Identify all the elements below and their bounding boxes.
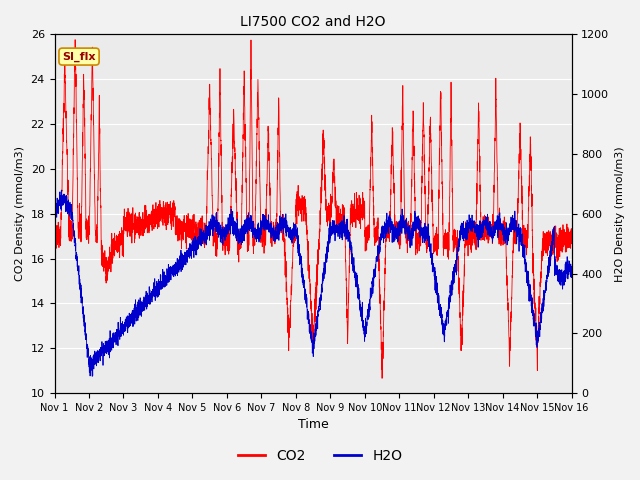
Text: SI_flx: SI_flx	[62, 51, 96, 62]
X-axis label: Time: Time	[298, 419, 328, 432]
Y-axis label: H2O Density (mmol/m3): H2O Density (mmol/m3)	[615, 146, 625, 282]
Title: LI7500 CO2 and H2O: LI7500 CO2 and H2O	[240, 15, 386, 29]
Y-axis label: CO2 Density (mmol/m3): CO2 Density (mmol/m3)	[15, 146, 25, 281]
Legend: CO2, H2O: CO2, H2O	[232, 443, 408, 468]
